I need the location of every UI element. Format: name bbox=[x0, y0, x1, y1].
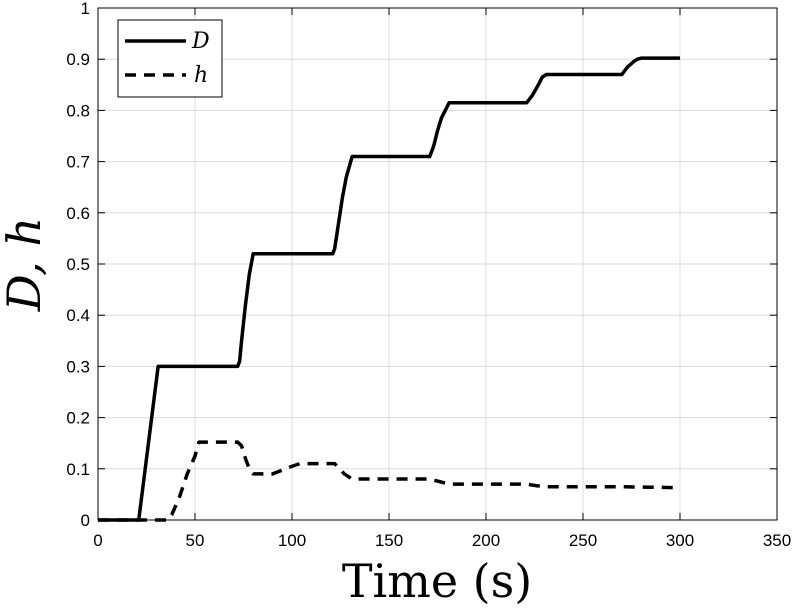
x-tick-label: 0 bbox=[93, 531, 102, 550]
x-tick-label: 200 bbox=[472, 531, 500, 550]
y-tick-label: 0.7 bbox=[66, 153, 90, 172]
y-tick-label: 1 bbox=[81, 0, 90, 18]
y-tick-label: 0.9 bbox=[66, 50, 90, 69]
y-tick-label: 0.3 bbox=[66, 357, 90, 376]
y-tick-label: 0.4 bbox=[66, 306, 90, 325]
series-layer bbox=[98, 56, 681, 522]
legend: D h bbox=[117, 19, 223, 98]
y-tick-label: 0 bbox=[81, 511, 90, 530]
y-tick-label: 0.6 bbox=[66, 204, 90, 223]
x-tick-label: 50 bbox=[186, 531, 205, 550]
x-axis-title: Time (s) bbox=[342, 554, 532, 608]
y-axis-title: D, h bbox=[0, 217, 51, 312]
series-line-d bbox=[98, 56, 680, 522]
y-tick-label: 0.1 bbox=[66, 460, 90, 479]
ticks: 0 50 100 150 200 250 300 350 0 0.1 0.2 0.3 0.4 0.5 0.6… bbox=[66, 0, 791, 550]
legend-box bbox=[117, 19, 223, 98]
x-tick-label: 250 bbox=[569, 531, 597, 550]
legend-label-d: D bbox=[191, 29, 210, 54]
y-tick-label: 0.5 bbox=[66, 255, 90, 274]
series-line-h bbox=[98, 440, 681, 522]
y-tick-label: 0.2 bbox=[66, 409, 90, 428]
x-tick-label: 150 bbox=[375, 531, 403, 550]
x-tick-label: 100 bbox=[278, 531, 306, 550]
x-tick-label: 350 bbox=[763, 531, 791, 550]
x-tick-label: 300 bbox=[666, 531, 694, 550]
y-tick-label: 0.8 bbox=[66, 101, 90, 120]
legend-label-h: h bbox=[194, 63, 208, 88]
